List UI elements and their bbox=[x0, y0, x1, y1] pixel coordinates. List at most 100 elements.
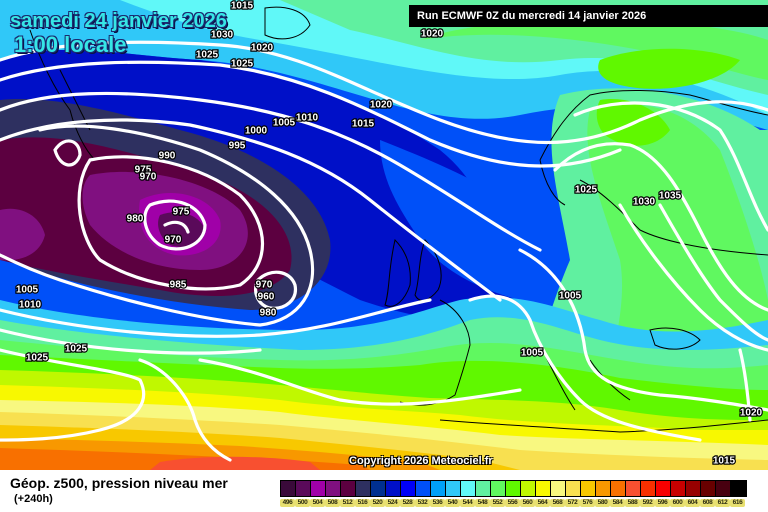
isobar-label: 990 bbox=[159, 151, 176, 162]
scale-swatch bbox=[296, 481, 311, 496]
scale-tick-label: 600 bbox=[670, 499, 685, 507]
scale-swatch bbox=[731, 481, 746, 496]
isobar-label: 960 bbox=[258, 292, 275, 303]
isobar-label: 1020 bbox=[251, 43, 274, 54]
scale-tick-label: 500 bbox=[295, 499, 310, 507]
isobar-label: 1030 bbox=[211, 30, 234, 41]
forecast-date: samedi 24 janvier 2026 bbox=[10, 10, 227, 32]
isobar-labels: 1015103010251020102510201020101510101005… bbox=[15, 0, 764, 468]
copyright: Copyright 2026 Meteociel.fr bbox=[349, 455, 493, 467]
isobar-label: 980 bbox=[127, 214, 144, 225]
scale-swatch bbox=[281, 481, 296, 496]
isobar-label: 1035 bbox=[659, 191, 682, 202]
isobar-label: 1020 bbox=[421, 29, 444, 40]
scale-tick-label: 612 bbox=[715, 499, 730, 507]
scale-tick-label: 532 bbox=[415, 499, 430, 507]
scale-swatch bbox=[551, 481, 566, 496]
isobar-label: 1000 bbox=[245, 126, 268, 137]
scale-tick-label: 496 bbox=[280, 499, 295, 507]
legend-title: Géop. z500, pression niveau mer bbox=[10, 475, 228, 491]
scale-tick-label: 512 bbox=[340, 499, 355, 507]
legend-subtitle: (+240h) bbox=[14, 493, 53, 505]
scale-tick-label: 540 bbox=[445, 499, 460, 507]
isobar-label: 975 bbox=[135, 165, 152, 176]
scale-tick-label: 544 bbox=[460, 499, 475, 507]
scale-tick-label: 524 bbox=[385, 499, 400, 507]
scale-swatch bbox=[371, 481, 386, 496]
scale-swatch bbox=[566, 481, 581, 496]
isobar-label: 1010 bbox=[19, 300, 42, 311]
isobar-label: 980 bbox=[260, 308, 277, 319]
color-scale bbox=[280, 480, 747, 497]
scale-swatch bbox=[686, 481, 701, 496]
z500-color-field: 1015103010251020102510201020101510101005… bbox=[0, 0, 768, 470]
weather-map: 1015 1030 1025 1020 1025 1020 1020 1015 1010 1005… bbox=[0, 0, 768, 470]
scale-tick-label: 580 bbox=[595, 499, 610, 507]
scale-swatch bbox=[386, 481, 401, 496]
isobar-label: 1025 bbox=[26, 353, 49, 364]
scale-swatch bbox=[641, 481, 656, 496]
scale-tick-label: 588 bbox=[625, 499, 640, 507]
isobar-label: 1030 bbox=[633, 197, 656, 208]
isobar-label: 1005 bbox=[273, 118, 296, 129]
scale-swatch bbox=[431, 481, 446, 496]
scale-tick-label: 572 bbox=[565, 499, 580, 507]
isobar-label: 1015 bbox=[713, 456, 736, 467]
isobar-label: 970 bbox=[140, 172, 157, 183]
isobar-label: 1005 bbox=[16, 285, 39, 296]
scale-tick-label: 508 bbox=[325, 499, 340, 507]
isobar-label: 1025 bbox=[575, 185, 598, 196]
isobar-label: 1015 bbox=[352, 119, 375, 130]
scale-tick-label: 568 bbox=[550, 499, 565, 507]
isobar-label: 1020 bbox=[370, 100, 393, 111]
isobar-label: 995 bbox=[229, 141, 246, 152]
color-scale-ticks: 496 500 504 508 512 516 520 524 528 532 536 540 544 5… bbox=[280, 499, 745, 507]
scale-tick-label: 536 bbox=[430, 499, 445, 507]
scale-tick-label: 560 bbox=[520, 499, 535, 507]
scale-tick-label: 592 bbox=[640, 499, 655, 507]
scale-swatch bbox=[671, 481, 686, 496]
isobar-label: 1015 bbox=[231, 1, 254, 12]
scale-tick-label: 516 bbox=[355, 499, 370, 507]
scale-swatch bbox=[401, 481, 416, 496]
scale-swatch bbox=[701, 481, 716, 496]
scale-tick-label: 608 bbox=[700, 499, 715, 507]
scale-swatch bbox=[326, 481, 341, 496]
isobar-label: 1025 bbox=[196, 50, 219, 61]
scale-tick-label: 596 bbox=[655, 499, 670, 507]
isobar-label: 970 bbox=[256, 280, 273, 291]
isobar-label: 1010 bbox=[296, 113, 319, 124]
isobar-label: 975 bbox=[173, 207, 190, 218]
scale-tick-label: 564 bbox=[535, 499, 550, 507]
scale-swatch bbox=[626, 481, 641, 496]
scale-swatch bbox=[341, 481, 356, 496]
scale-swatch bbox=[611, 481, 626, 496]
scale-tick-label: 576 bbox=[580, 499, 595, 507]
scale-swatch bbox=[596, 481, 611, 496]
scale-tick-label: 584 bbox=[610, 499, 625, 507]
scale-swatch bbox=[506, 481, 521, 496]
scale-tick-label: 504 bbox=[310, 499, 325, 507]
scale-swatch bbox=[581, 481, 596, 496]
isobar-label: 1005 bbox=[559, 291, 582, 302]
scale-tick-label: 548 bbox=[475, 499, 490, 507]
legend-footer: Géop. z500, pression niveau mer (+240h) … bbox=[0, 470, 768, 512]
scale-tick-label: 528 bbox=[400, 499, 415, 507]
scale-tick-label: 520 bbox=[370, 499, 385, 507]
isobar-lines bbox=[0, 40, 768, 462]
scale-swatch bbox=[716, 481, 731, 496]
scale-tick-label: 616 bbox=[730, 499, 745, 507]
isobar-label: 1020 bbox=[740, 408, 763, 419]
isobar-label: 985 bbox=[170, 280, 187, 291]
isobar-label: 1005 bbox=[521, 348, 544, 359]
isobar-label: 970 bbox=[165, 235, 182, 246]
scale-swatch bbox=[536, 481, 551, 496]
scale-tick-label: 552 bbox=[490, 499, 505, 507]
scale-swatch bbox=[416, 481, 431, 496]
scale-swatch bbox=[356, 481, 371, 496]
scale-swatch bbox=[476, 481, 491, 496]
scale-swatch bbox=[461, 481, 476, 496]
scale-swatch bbox=[521, 481, 536, 496]
forecast-time: 1:00 locale bbox=[14, 32, 127, 57]
scale-swatch bbox=[656, 481, 671, 496]
